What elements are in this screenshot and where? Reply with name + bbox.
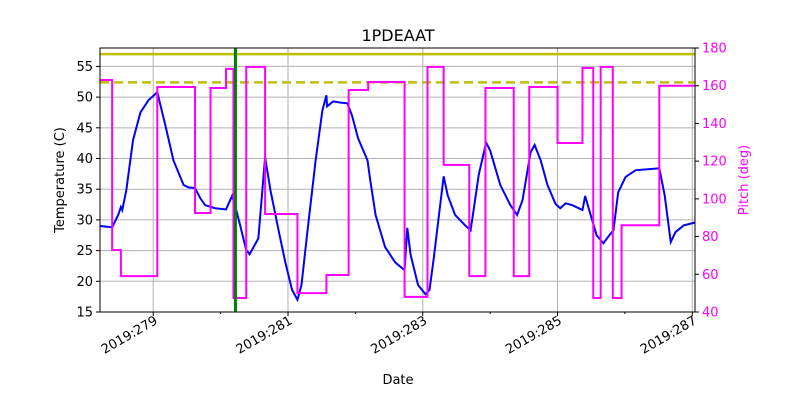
- y-tick-label: 30: [76, 213, 93, 228]
- y-right-tick-label: 80: [702, 230, 719, 245]
- y-right-tick-label: 140: [702, 117, 727, 132]
- y-right-tick-label: 40: [702, 306, 719, 321]
- temperature-line: [100, 90, 695, 303]
- y-tick-label: 35: [76, 183, 93, 198]
- y-tick-label: 40: [76, 152, 93, 167]
- y-right-tick-label: 120: [702, 155, 727, 170]
- x-tick-label: 2019:279: [99, 313, 160, 357]
- y-right-tick-label: 100: [702, 192, 727, 207]
- y-tick-label: 25: [76, 244, 93, 259]
- axes: 2019:279 2019:281 2019:283 2019:285 2019:287…: [76, 42, 726, 358]
- chart-title: 1PDEAAT: [361, 26, 434, 45]
- y-tick-label: 45: [76, 121, 93, 136]
- y-axis-label: Temperature (C): [53, 127, 68, 234]
- plot-area: [100, 48, 695, 312]
- x-tick-label: 2019:283: [369, 313, 430, 357]
- y-tick-label: 15: [76, 306, 93, 321]
- y-right-tick-label: 160: [702, 79, 727, 94]
- axes-frame: [99, 47, 696, 313]
- x-tick-label: 2019:281: [234, 313, 295, 357]
- y-tick-label: 20: [76, 275, 93, 290]
- y-tick-label: 55: [76, 60, 93, 75]
- y-right-tick-label: 60: [702, 268, 719, 283]
- x-tick-label: 2019:285: [503, 313, 564, 357]
- y-tick-label: 50: [76, 91, 93, 106]
- pitch-line: [100, 65, 695, 300]
- y-axis-right-label: Pitch (deg): [737, 145, 752, 215]
- x-axis-label: Date: [382, 373, 413, 388]
- y-right-tick-label: 180: [702, 42, 727, 57]
- x-tick-label: 2019:287: [638, 313, 699, 357]
